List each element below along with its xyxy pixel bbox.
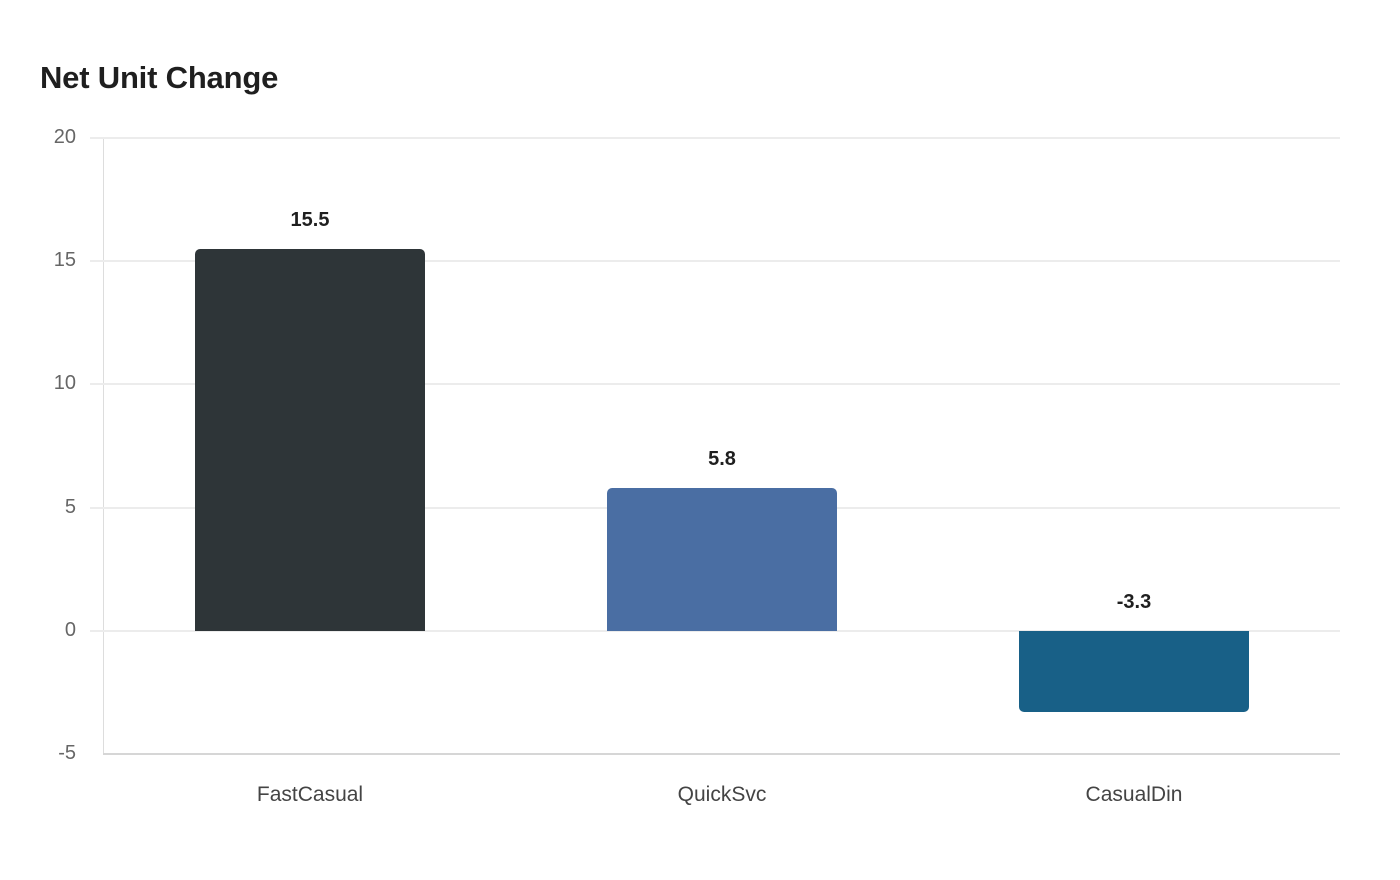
- y-tick-label: 10: [53, 372, 76, 395]
- y-axis-line: [103, 138, 104, 754]
- y-tick-label: 15: [53, 249, 76, 272]
- x-tick-label: FastCasual: [256, 783, 364, 806]
- x-tick-label: QuickSvc: [677, 783, 767, 806]
- chart-title: Net Unit Change: [40, 60, 279, 95]
- y-tick-label: -5: [58, 742, 76, 764]
- x-tick-label: CasualDin: [1085, 783, 1183, 806]
- gridline: [90, 137, 1340, 139]
- y-tick-label: 20: [53, 126, 76, 148]
- gridline: [90, 629, 1340, 632]
- data-label: -3.3: [1116, 590, 1152, 613]
- gridline: [90, 260, 1340, 263]
- x-axis-line: [103, 753, 1340, 755]
- y-tick-label: 5: [64, 495, 76, 518]
- y-tick-label: 0: [64, 618, 76, 641]
- data-label: 15.5: [290, 208, 330, 231]
- bar-casualdin[interactable]: [1019, 630, 1249, 713]
- gridline: [90, 383, 1340, 386]
- data-label: 5.8: [708, 447, 736, 470]
- bar-quicksvc[interactable]: [607, 487, 837, 631]
- bar-fastcasual[interactable]: [195, 248, 425, 631]
